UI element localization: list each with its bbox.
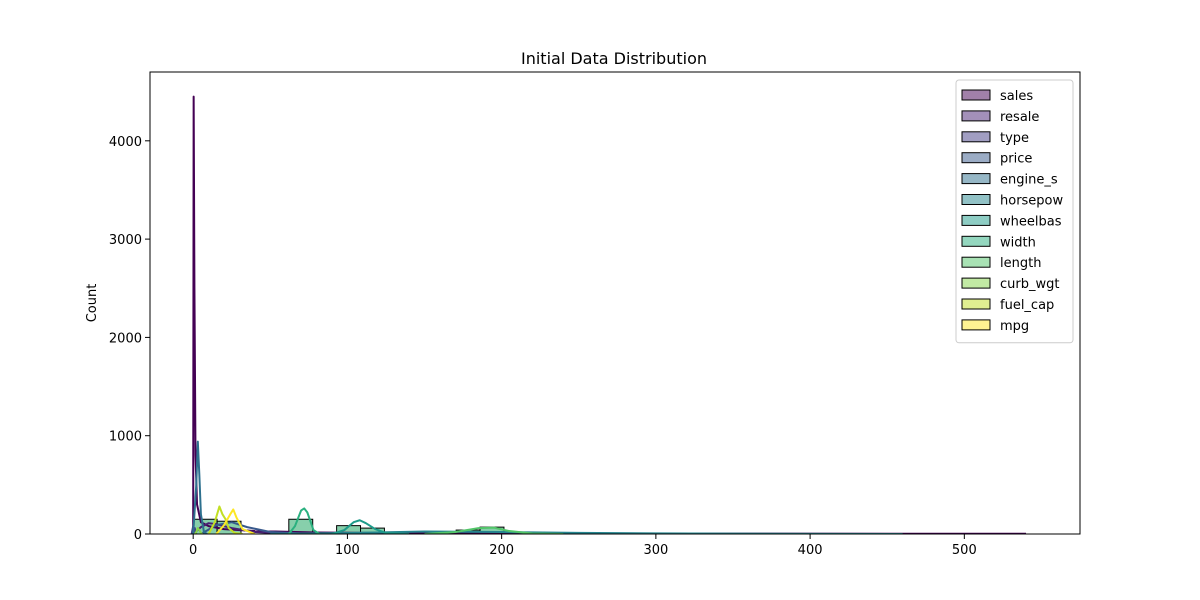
legend-box [955,79,1074,344]
y-tick-label: 0 [134,528,142,543]
legend-swatch-engine_s [961,173,991,185]
legend-swatch-sales [961,89,991,101]
y-tick-label: 1000 [109,430,142,445]
y-tick-label: 3000 [109,233,142,248]
x-tick-label: 500 [952,543,977,558]
legend-swatch-wheelbas [961,214,991,226]
x-tick-label: 0 [189,543,197,558]
legend-label-width: width [1000,235,1036,250]
y-tick-label: 2000 [109,331,142,346]
legend-swatch-curb_wgt [961,277,991,289]
x-tick-label: 100 [335,543,360,558]
x-tick-label: 200 [489,543,514,558]
kde-curve-fuel_cap [207,505,243,534]
legend-label-fuel_cap: fuel_cap [1000,298,1054,313]
legend-label-engine_s: engine_s [1000,173,1058,188]
legend-label-wheelbas: wheelbas [1000,214,1062,229]
axes-frame [149,71,1081,535]
kde-curve-engine_s [192,440,208,534]
x-tick-label: 400 [798,543,823,558]
x-tick-label: 300 [643,543,668,558]
chart-title: Initial Data Distribution [521,49,707,68]
legend-swatch-fuel_cap [961,298,991,310]
legend-label-resale: resale [1000,110,1039,125]
legend-label-horsepow: horsepow [1000,194,1064,209]
kde-curve-curb_wgt [193,527,203,534]
legend-swatch-resale [961,110,991,122]
y-tick-label: 4000 [109,135,142,150]
legend-label-type: type [1000,131,1029,146]
kde-curve-width [288,507,321,534]
plot-area [150,72,1080,534]
y-axis-label: Count [85,284,100,323]
kde-curve-mpg [215,508,256,534]
legend-swatch-horsepow [961,194,991,205]
legend-swatch-length [961,256,991,268]
legend-label-mpg: mpg [1000,319,1029,334]
legend-swatch-price [961,152,991,164]
legend-swatch-width [961,235,991,247]
plot-background [150,72,1080,534]
legend-label-curb_wgt: curb_wgt [1000,277,1059,292]
legend-swatch-type [961,131,991,143]
kde-curve-wheelbas [331,519,410,534]
legend: sales resale type price engine_s horsepow whee… [955,79,1074,344]
legend-label-price: price [1000,152,1032,167]
axes: 0 100 200 300 400 500 0 1000 2000 3000 4000 [109,71,1081,558]
legend-label-length: length [1000,256,1041,271]
legend-label-sales: sales [1000,89,1033,104]
legend-swatch-mpg [961,319,991,331]
